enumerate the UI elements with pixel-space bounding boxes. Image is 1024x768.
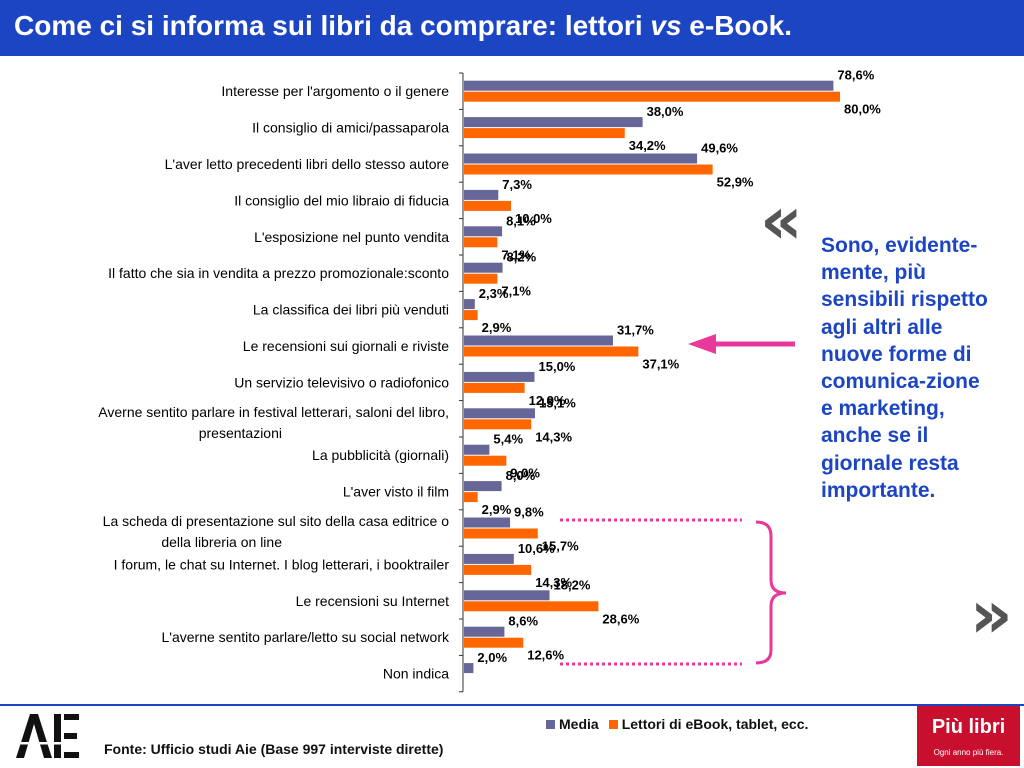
bar-ebook-le-recensioni-sui-giornali-e-riviste [464, 347, 638, 357]
value-label-media-l-esposizione-nel-punto-vendita: 8,1% [506, 213, 536, 228]
open-quote-mark: « [760, 188, 803, 254]
category-label-le-recensioni-su-internet: Le recensioni su Internet [296, 593, 449, 609]
value-label-media-il-consiglio-di-amici-passaparola: 38,0% [647, 104, 684, 119]
bar-ebook-il-consiglio-di-amici-passaparola [464, 128, 625, 138]
category-label-il-consiglio-del-mio-libraio-di-fiducia: Il consiglio del mio libraio di fiducia [234, 192, 449, 208]
bar-media-il-consiglio-del-mio-libraio-di-fiducia [464, 190, 498, 200]
value-label-media-l-averne-sentito-parlare-letto-su-social: 8,6% [508, 614, 538, 629]
value-label-ebook-il-consiglio-di-amici-passaparola: 34,2% [629, 138, 666, 153]
bar-ebook-la-classifica-dei-libri-pi-venduti [464, 310, 478, 320]
highlight-arrow-head [688, 334, 716, 354]
category-label-l-esposizione-nel-punto-vendita: L'esposizione nel punto vendita [254, 229, 449, 245]
value-label-ebook-l-aver-visto-il-film: 2,9% [482, 502, 512, 517]
value-label-media-la-pubblicit-giornali: 5,4% [493, 432, 523, 447]
legend-swatch-ebook [609, 720, 618, 729]
bar-media-un-servizio-televisivo-o-radiofonico [464, 372, 535, 382]
category-label-l-aver-letto-precedenti-libri-dello-stes: L'aver letto precedenti libri dello stes… [165, 156, 450, 172]
value-label-media-il-fatto-che-sia-in-vendita-a-prezzo-pro: 8,2% [507, 250, 537, 265]
category-label-la-classifica-dei-libri-pi-venduti: La classifica dei libri più venduti [253, 302, 449, 318]
bar-media-la-pubblicit-giornali [464, 445, 489, 455]
value-label-ebook-averne-sentito-parlare-in-festival-lette: 14,3% [535, 429, 572, 444]
value-label-ebook-l-averne-sentito-parlare-letto-su-social: 12,6% [527, 648, 564, 663]
chart-legend: Media Lettori di eBook, tablet, ecc. [546, 716, 818, 732]
bar-media-l-aver-visto-il-film [464, 481, 502, 491]
value-label-media-non-indica: 2,0% [477, 650, 507, 665]
aie-logo [14, 712, 80, 760]
legend-label-media: Media [559, 716, 599, 732]
value-label-media-averne-sentito-parlare-in-festival-lette: 15,1% [539, 395, 576, 410]
legend-entry-ebook: Lettori di eBook, tablet, ecc. [609, 716, 809, 732]
category-label-il-fatto-che-sia-in-vendita-a-prezzo-pro: Il fatto che sia in vendita a prezzo pro… [108, 265, 449, 281]
value-label-ebook-l-aver-letto-precedenti-libri-dello-stes: 52,9% [717, 175, 754, 190]
value-label-media-la-scheda-di-presentazione-sul-sito-dell: 9,8% [514, 505, 544, 520]
category-label-interesse-per-l-argomento-o-il-genere: Interesse per l'argomento o il genere [221, 83, 449, 99]
category-label-la-scheda-di-presentazione-sul-sito-dell: La scheda di presentazione sul sito dell… [103, 513, 450, 550]
piu-libri-logo: Più libri Ogni anno più fiera. [917, 706, 1020, 766]
bar-ebook-un-servizio-televisivo-o-radiofonico [464, 383, 525, 393]
bar-ebook-l-averne-sentito-parlare-letto-su-social [464, 638, 523, 648]
bar-media-la-scheda-di-presentazione-sul-sito-dell [464, 518, 510, 528]
value-label-media-l-aver-visto-il-film: 8,0% [506, 468, 536, 483]
bar-media-il-consiglio-di-amici-passaparola [464, 117, 643, 127]
category-label-un-servizio-televisivo-o-radiofonico: Un servizio televisivo o radiofonico [234, 374, 449, 390]
bar-ebook-la-scheda-di-presentazione-sul-sito-dell [464, 529, 538, 539]
category-label-il-consiglio-di-amici-passaparola: Il consiglio di amici/passaparola [252, 120, 449, 136]
piu-libri-name: Più libri [917, 716, 1020, 739]
category-label-l-averne-sentito-parlare-letto-su-social: L'averne sentito parlare/letto su social… [162, 629, 450, 645]
bar-media-l-aver-letto-precedenti-libri-dello-stes [464, 154, 697, 164]
bar-media-i-forum-le-chat-su-internet-i-blog-lette [464, 554, 514, 564]
legend-entry-media: Media [546, 716, 599, 732]
bar-media-l-esposizione-nel-punto-vendita [464, 226, 502, 236]
side-commentary: Sono, evidente-mente, più sensibili risp… [821, 232, 996, 504]
value-label-ebook-interesse-per-l-argomento-o-il-genere: 80,0% [844, 102, 881, 117]
page-title: Come ci si informa sui libri da comprare… [14, 10, 792, 42]
title-bar: Come ci si informa sui libri da comprare… [0, 0, 1024, 56]
category-label-la-pubblicit-giornali: La pubblicità (giornali) [312, 447, 449, 463]
value-label-ebook-la-classifica-dei-libri-pi-venduti: 2,9% [482, 320, 512, 335]
value-label-media-le-recensioni-sui-giornali-e-riviste: 31,7% [617, 323, 654, 338]
source-note: Fonte: Ufficio studi Aie (Base 997 inter… [104, 741, 443, 757]
value-label-media-l-aver-letto-precedenti-libri-dello-stes: 49,6% [701, 141, 738, 156]
piu-libri-tagline: Ogni anno più fiera. [917, 748, 1020, 757]
bar-ebook-l-esposizione-nel-punto-vendita [464, 237, 497, 247]
value-label-media-le-recensioni-su-internet: 18,2% [554, 577, 591, 592]
bar-media-averne-sentito-parlare-in-festival-lette [464, 408, 535, 418]
bar-media-le-recensioni-su-internet [464, 590, 550, 600]
category-label-non-indica: Non indica [383, 666, 449, 682]
bar-media-le-recensioni-sui-giornali-e-riviste [464, 336, 613, 346]
bar-ebook-i-forum-le-chat-su-internet-i-blog-lette [464, 565, 531, 575]
bar-ebook-interesse-per-l-argomento-o-il-genere [464, 92, 840, 102]
value-label-media-la-classifica-dei-libri-pi-venduti: 2,3% [479, 286, 509, 301]
legend-swatch-media [546, 720, 555, 729]
bar-ebook-averne-sentito-parlare-in-festival-lette [464, 419, 531, 429]
value-label-media-interesse-per-l-argomento-o-il-genere: 78,6% [837, 68, 874, 83]
bar-ebook-il-consiglio-del-mio-libraio-di-fiducia [464, 201, 511, 211]
bar-media-l-averne-sentito-parlare-letto-su-social [464, 627, 504, 637]
bar-ebook-il-fatto-che-sia-in-vendita-a-prezzo-pro [464, 274, 497, 284]
value-label-ebook-le-recensioni-sui-giornali-e-riviste: 37,1% [642, 357, 679, 372]
legend-label-ebook: Lettori di eBook, tablet, ecc. [622, 716, 809, 732]
bar-media-interesse-per-l-argomento-o-il-genere [464, 81, 833, 91]
value-label-ebook-le-recensioni-su-internet: 28,6% [602, 611, 639, 626]
category-label-i-forum-le-chat-su-internet-i-blog-lette: I forum, le chat su Internet. I blog let… [114, 556, 450, 572]
bar-media-il-fatto-che-sia-in-vendita-a-prezzo-pro [464, 263, 503, 273]
footer-divider [0, 704, 1024, 706]
category-label-averne-sentito-parlare-in-festival-lette: Averne sentito parlare in festival lette… [98, 404, 449, 441]
bar-ebook-l-aver-letto-precedenti-libri-dello-stes [464, 165, 713, 175]
value-label-media-il-consiglio-del-mio-libraio-di-fiducia: 7,3% [502, 177, 532, 192]
bar-ebook-l-aver-visto-il-film [464, 492, 478, 502]
value-label-media-un-servizio-televisivo-o-radiofonico: 15,0% [539, 359, 576, 374]
highlight-brace [756, 522, 786, 663]
bar-ebook-la-pubblicit-giornali [464, 456, 506, 466]
close-quote-mark: » [970, 582, 1013, 648]
category-label-le-recensioni-sui-giornali-e-riviste: Le recensioni sui giornali e riviste [243, 338, 449, 354]
bar-media-non-indica [464, 663, 473, 673]
bar-media-la-classifica-dei-libri-pi-venduti [464, 299, 475, 309]
bar-ebook-le-recensioni-su-internet [464, 601, 598, 611]
value-label-media-i-forum-le-chat-su-internet-i-blog-lette: 10,6% [518, 541, 555, 556]
category-label-l-aver-visto-il-film: L'aver visto il film [343, 484, 449, 500]
